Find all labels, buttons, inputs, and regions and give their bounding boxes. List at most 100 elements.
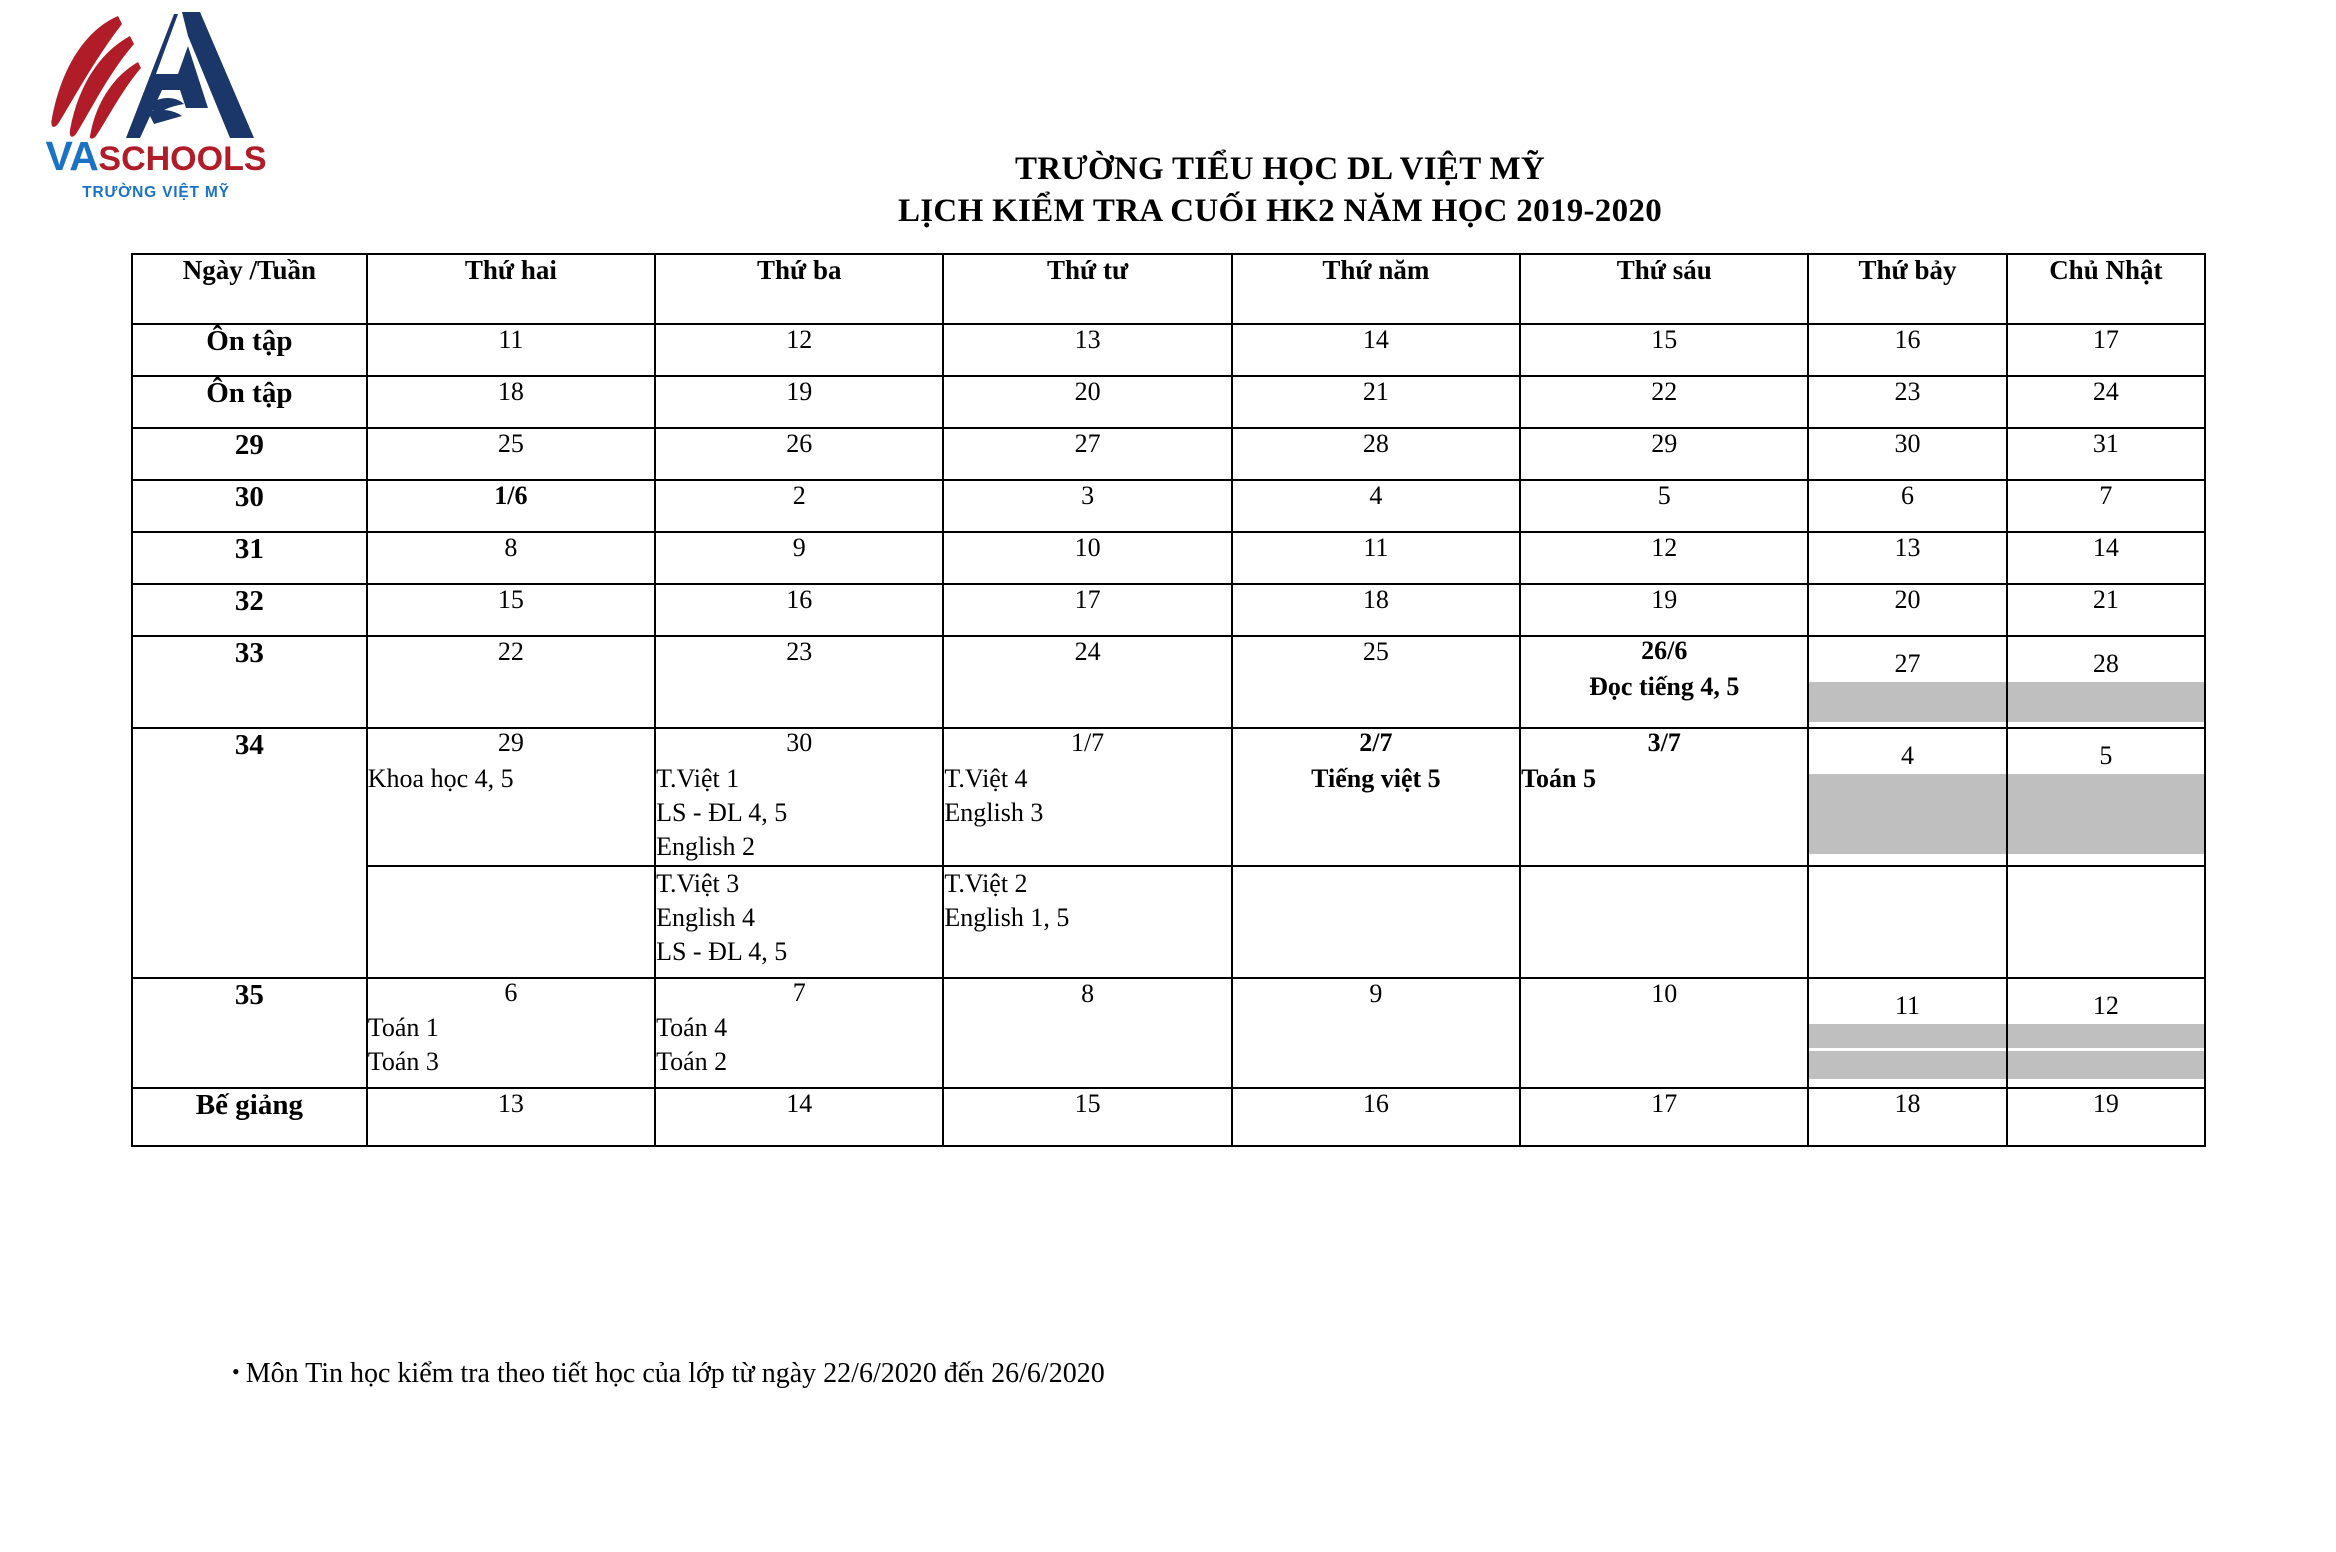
cell-exam-entry: T.Việt 3 English 4 LS - ĐL 4, 5 [654, 864, 945, 979]
cell-date: 12 [2092, 990, 2119, 1020]
cell-exam-entry: 2/7 Tiếng việt 5 [1230, 727, 1522, 867]
cell-exam-entry [1519, 864, 1810, 979]
cell-date: 29 [1519, 427, 1810, 481]
cell-subject: Toán 2 [656, 1047, 728, 1077]
cell-divider [2007, 1020, 2204, 1024]
week-label: Ôn tập [131, 323, 368, 377]
footer-note: • Môn Tin học kiểm tra theo tiết học của … [232, 1358, 1105, 1390]
week-label: 30 [131, 479, 368, 533]
cell-date: 30 [786, 728, 813, 757]
cell-divider [1809, 1020, 2006, 1024]
col-header-monday: Thứ hai [365, 253, 657, 325]
cell-filler [1809, 682, 2006, 722]
exam-schedule-table: Ngày /Tuần Thứ hai Thứ ba Thứ tư Thứ năm… [131, 253, 2207, 1147]
logo-subtitle: TRƯỜNG VIỆT MỸ [82, 184, 230, 201]
week-label: 31 [131, 531, 368, 585]
cell-date-weekend: 30 [1807, 427, 2008, 481]
col-header-friday: Thứ sáu [1519, 253, 1810, 325]
cell-exam-entry [365, 864, 657, 979]
cell-date: 26/6 [1641, 636, 1688, 665]
cell-subject: Toán 1 [367, 1013, 439, 1043]
cell-subject: Tiếng việt 5 [1311, 763, 1441, 793]
logo-wordmark: VASCHOOLS [24, 136, 288, 177]
cell-date-weekend: 28 [2005, 635, 2207, 729]
cell-subject: English 2 [656, 832, 756, 862]
cell-date-weekend: 18 [1807, 1086, 2008, 1147]
cell-subject: T.Việt 4 [944, 763, 1028, 793]
cell-date: 11 [1895, 990, 1921, 1020]
cell-exam-entry: 29 Khoa học 4, 5 [365, 727, 657, 867]
cell-date-weekend: 23 [1807, 375, 2008, 429]
cell-filler [2007, 774, 2204, 854]
bullet-icon: • [232, 1359, 240, 1384]
cell-date: 27 [1894, 649, 1921, 678]
cell-date: 28 [1230, 427, 1522, 481]
cell-weekend-empty [1807, 864, 2008, 979]
school-name-title: TRƯỜNG TIỂU HỌC DL VIỆT MỸ [1014, 151, 1546, 187]
table-row: Ôn tập 18 19 20 21 22 23 24 [131, 375, 2207, 429]
cell-date: 1/6 [365, 479, 657, 533]
cell-date: 15 [1519, 323, 1810, 377]
cell-date: 22 [365, 635, 657, 729]
school-logo: VASCHOOLS TRƯỜNG VIỆT MỸ [18, 8, 288, 213]
cell-subject: Toán 5 [1521, 763, 1596, 793]
week-label: 34 [131, 727, 368, 979]
cell-date: 10 [1519, 976, 1810, 1089]
table-row: 31 8 9 10 11 12 13 14 [131, 531, 2207, 585]
cell-date: 14 [654, 1086, 945, 1147]
cell-date-weekend: 11 [1807, 976, 2008, 1089]
col-header-saturday: Thứ bảy [1807, 253, 2008, 325]
cell-subject: English 3 [944, 797, 1044, 827]
cell-date-weekend: 27 [1807, 635, 2008, 729]
cell-exam-entry: 3/7 Toán 5 [1519, 727, 1810, 867]
cell-date: 27 [942, 427, 1233, 481]
cell-subject: LS - ĐL 4, 5 [656, 937, 788, 967]
cell-filler [1809, 1050, 2006, 1079]
cell-date: 26 [654, 427, 945, 481]
cell-date: 18 [365, 375, 657, 429]
cell-date: 4 [1230, 479, 1522, 533]
cell-date: 23 [654, 635, 945, 729]
col-header-sunday: Chủ Nhật [2005, 253, 2207, 325]
cell-date: 20 [942, 375, 1233, 429]
cell-date: 13 [365, 1086, 657, 1147]
cell-filler [2007, 1050, 2204, 1079]
cell-date-weekend: 13 [1807, 531, 2008, 585]
cell-date-weekend: 5 [2005, 727, 2207, 867]
cell-exam-entry: T.Việt 2 English 1, 5 [942, 864, 1233, 979]
cell-subject: Toán 3 [367, 1047, 439, 1077]
cell-date-weekend: 24 [2005, 375, 2207, 429]
cell-date: 18 [1230, 583, 1522, 637]
week-label: Ôn tập [131, 375, 368, 429]
col-header-tuesday: Thứ ba [654, 253, 945, 325]
table-row: Ôn tập 11 12 13 14 15 16 17 [131, 323, 2207, 377]
cell-date: 17 [1519, 1086, 1810, 1147]
cell-exam-entry: 26/6 Đọc tiếng 4, 5 [1519, 635, 1810, 729]
cell-date: 17 [942, 583, 1233, 637]
cell-exam-entry: 30 T.Việt 1 LS - ĐL 4, 5 English 2 [654, 727, 945, 867]
footer-note-text: Môn Tin học kiểm tra theo tiết học của l… [245, 1358, 1105, 1389]
cell-date-weekend: 19 [2005, 1086, 2207, 1147]
cell-filler [1809, 1023, 2006, 1048]
cell-date: 2/7 [1359, 728, 1393, 757]
cell-date-weekend: 4 [1807, 727, 2008, 867]
cell-date: 15 [942, 1086, 1233, 1147]
cell-date-weekend: 12 [2005, 976, 2207, 1089]
cell-exam-entry: 7 Toán 4 Toán 2 [654, 976, 945, 1089]
cell-date: 5 [1519, 479, 1810, 533]
week-label: 29 [131, 427, 368, 481]
cell-subject: English 1, 5 [944, 902, 1070, 932]
document-header: TRƯỜNG TIỂU HỌC DL VIỆT MỸ LỊCH KIỂM TRA… [300, 148, 2260, 232]
cell-date: 1/7 [1070, 728, 1105, 757]
table-row: 32 15 16 17 18 19 20 21 [131, 583, 2207, 637]
cell-date: 16 [1230, 1086, 1522, 1147]
cell-date: 13 [942, 323, 1233, 377]
week-label: 32 [131, 583, 368, 637]
cell-date-weekend: 6 [1807, 479, 2008, 533]
table-row: 34 29 Khoa học 4, 5 30 T.Việt 1 LS - ĐL … [131, 727, 2207, 979]
cell-date-weekend: 14 [2005, 531, 2207, 585]
week-label: Bế giảng [131, 1086, 368, 1147]
cell-date: 3 [942, 479, 1233, 533]
table-row: Bế giảng 13 14 15 16 17 18 19 [131, 1086, 2207, 1147]
cell-date: 9 [654, 531, 945, 585]
